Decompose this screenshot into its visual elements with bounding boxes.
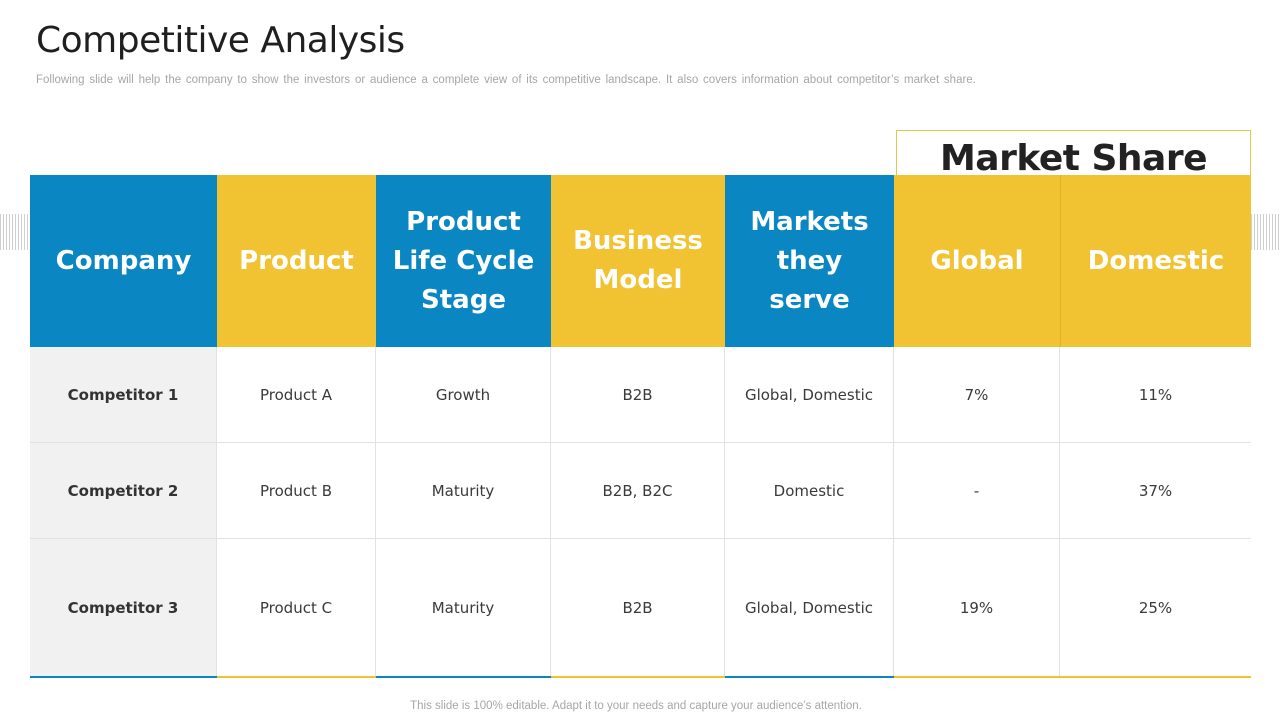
header-product: Product (217, 175, 376, 347)
table-row: Competitor 2 Product B Maturity B2B, B2C… (30, 443, 1251, 539)
bottom-accent-line (30, 676, 217, 678)
slide-footer-note: This slide is 100% editable. Adapt it to… (410, 700, 862, 712)
company-cell: Competitor 2 (30, 443, 217, 538)
global-share-cell: - (894, 443, 1060, 538)
domestic-share-cell: 37% (1138, 481, 1173, 500)
markets-cell: Domestic (725, 443, 894, 538)
markets-cell: Global, Domestic (725, 539, 894, 677)
header-business-model: Business Model (551, 175, 725, 347)
bottom-accent-line (551, 676, 725, 678)
market-share-label: Market Share (939, 137, 1208, 179)
product-cell: Product C (217, 539, 376, 677)
bottom-accent-line (894, 676, 1251, 678)
market-share-group-header: Market Share (896, 130, 1251, 179)
global-share-cell: 19% (894, 539, 1060, 677)
table-row: Competitor 1 Product A Growth B2B Global… (30, 347, 1251, 443)
header-markets-they-serve: Markets they serve (725, 175, 894, 347)
right-decorative-bar (1251, 214, 1280, 250)
slide-title: Competitive Analysis (36, 20, 405, 61)
markets-cell: Global, Domestic (725, 347, 894, 442)
domestic-share-cell: 25% (1138, 599, 1173, 617)
table-header-row: Company Product Product Life Cycle Stage… (30, 175, 1251, 347)
business-model-cell: B2B, B2C (551, 443, 725, 538)
life-cycle-cell: Growth (376, 347, 551, 442)
business-model-cell: B2B (551, 347, 725, 442)
bottom-accent-line (725, 676, 894, 678)
left-decorative-bar (0, 214, 30, 250)
domestic-share-cell: 11% (1138, 385, 1173, 404)
table-body: Competitor 1 Product A Growth B2B Global… (30, 347, 1251, 677)
header-product-life-cycle-stage: Product Life Cycle Stage (376, 175, 551, 347)
life-cycle-cell: Maturity (376, 539, 551, 677)
bottom-accent-line (376, 676, 551, 678)
table-row: Competitor 3 Product C Maturity B2B Glob… (30, 539, 1251, 677)
product-cell: Product A (217, 347, 376, 442)
header-company: Company (30, 175, 217, 347)
life-cycle-cell: Maturity (376, 443, 551, 538)
business-model-cell: B2B (551, 539, 725, 677)
slide-subtitle: Following slide will help the company to… (36, 74, 976, 86)
header-domestic: Domestic (1060, 175, 1251, 347)
header-global: Global (894, 175, 1060, 347)
company-cell: Competitor 1 (30, 347, 217, 442)
global-share-cell: 7% (894, 347, 1060, 442)
company-cell: Competitor 3 (30, 539, 217, 677)
bottom-accent-line (217, 676, 376, 678)
product-cell: Product B (217, 443, 376, 538)
